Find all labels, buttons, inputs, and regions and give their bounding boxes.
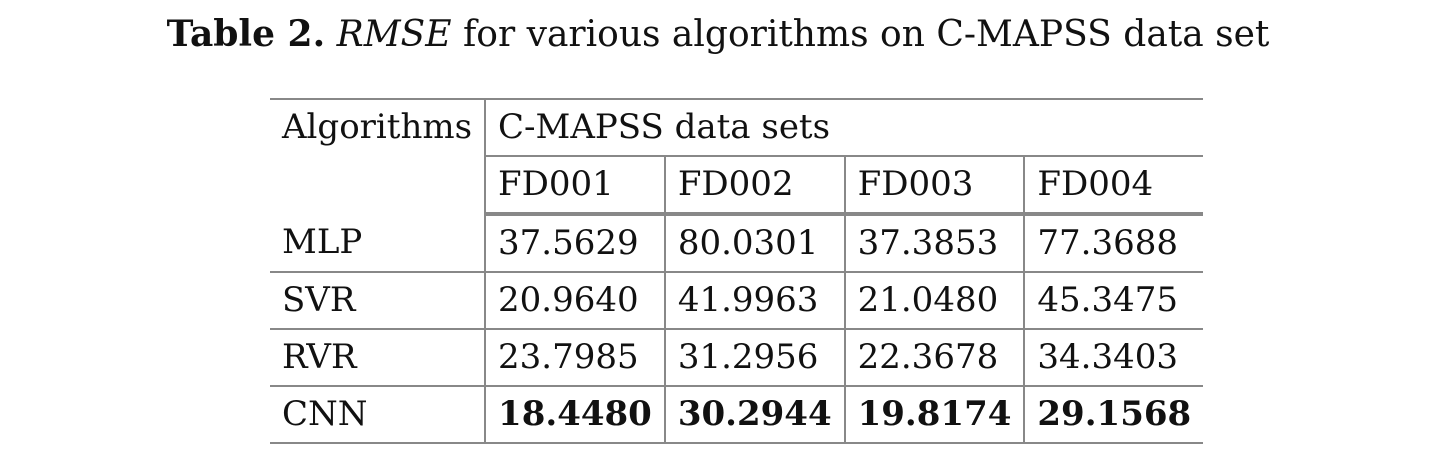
header-algorithms: Algorithms	[270, 98, 487, 214]
row-algorithm: MLP	[270, 214, 487, 273]
header-dataset-group: C-MAPSS data sets	[485, 98, 1204, 157]
caption-text: for various algorithms on C-MAPSS data s…	[462, 14, 1270, 55]
caption-metric: RMSE	[336, 14, 452, 55]
rmse-table: Algorithms C-MAPSS data sets FD001 FD002…	[270, 98, 1204, 444]
table-row: SVR 20.9640 41.9963 21.0480 45.3475	[270, 272, 1204, 330]
table-cell: 22.3678	[844, 329, 1026, 387]
table-subheader-row: FD001 FD002 FD003 FD004	[270, 156, 1204, 216]
table-cell-best: 19.8174	[844, 386, 1026, 444]
table-row: MLP 37.5629 80.0301 37.3853 77.3688	[270, 214, 1204, 273]
table-cell: 23.7985	[485, 329, 666, 387]
header-fd001: FD001	[485, 156, 666, 216]
table-caption: Table 2. RMSE for various algorithms on …	[0, 12, 1436, 57]
table-cell: 77.3688	[1024, 214, 1204, 273]
table-cell-best: 18.4480	[485, 386, 666, 444]
table-row: CNN 18.4480 30.2944 19.8174 29.1568	[270, 386, 1204, 444]
table-cell-best: 30.2944	[664, 386, 846, 444]
table-row: RVR 23.7985 31.2956 22.3678 34.3403	[270, 329, 1204, 387]
caption-label: Table 2.	[166, 13, 326, 55]
table-cell: 80.0301	[664, 214, 846, 273]
header-fd002: FD002	[664, 156, 846, 216]
table-cell: 37.5629	[485, 214, 666, 273]
table-cell: 20.9640	[485, 272, 666, 330]
table-cell: 37.3853	[844, 214, 1026, 273]
table-header-row: Algorithms C-MAPSS data sets	[270, 98, 1204, 214]
row-algorithm: SVR	[270, 272, 487, 330]
table-cell: 41.9963	[664, 272, 846, 330]
table-cell: 21.0480	[844, 272, 1026, 330]
row-algorithm: CNN	[270, 386, 487, 444]
table-cell-best: 29.1568	[1024, 386, 1204, 444]
table-cell: 34.3403	[1024, 329, 1204, 387]
header-fd003: FD003	[844, 156, 1026, 216]
row-algorithm: RVR	[270, 329, 487, 387]
header-fd004: FD004	[1024, 156, 1204, 216]
table-cell: 45.3475	[1024, 272, 1204, 330]
table-cell: 31.2956	[664, 329, 846, 387]
